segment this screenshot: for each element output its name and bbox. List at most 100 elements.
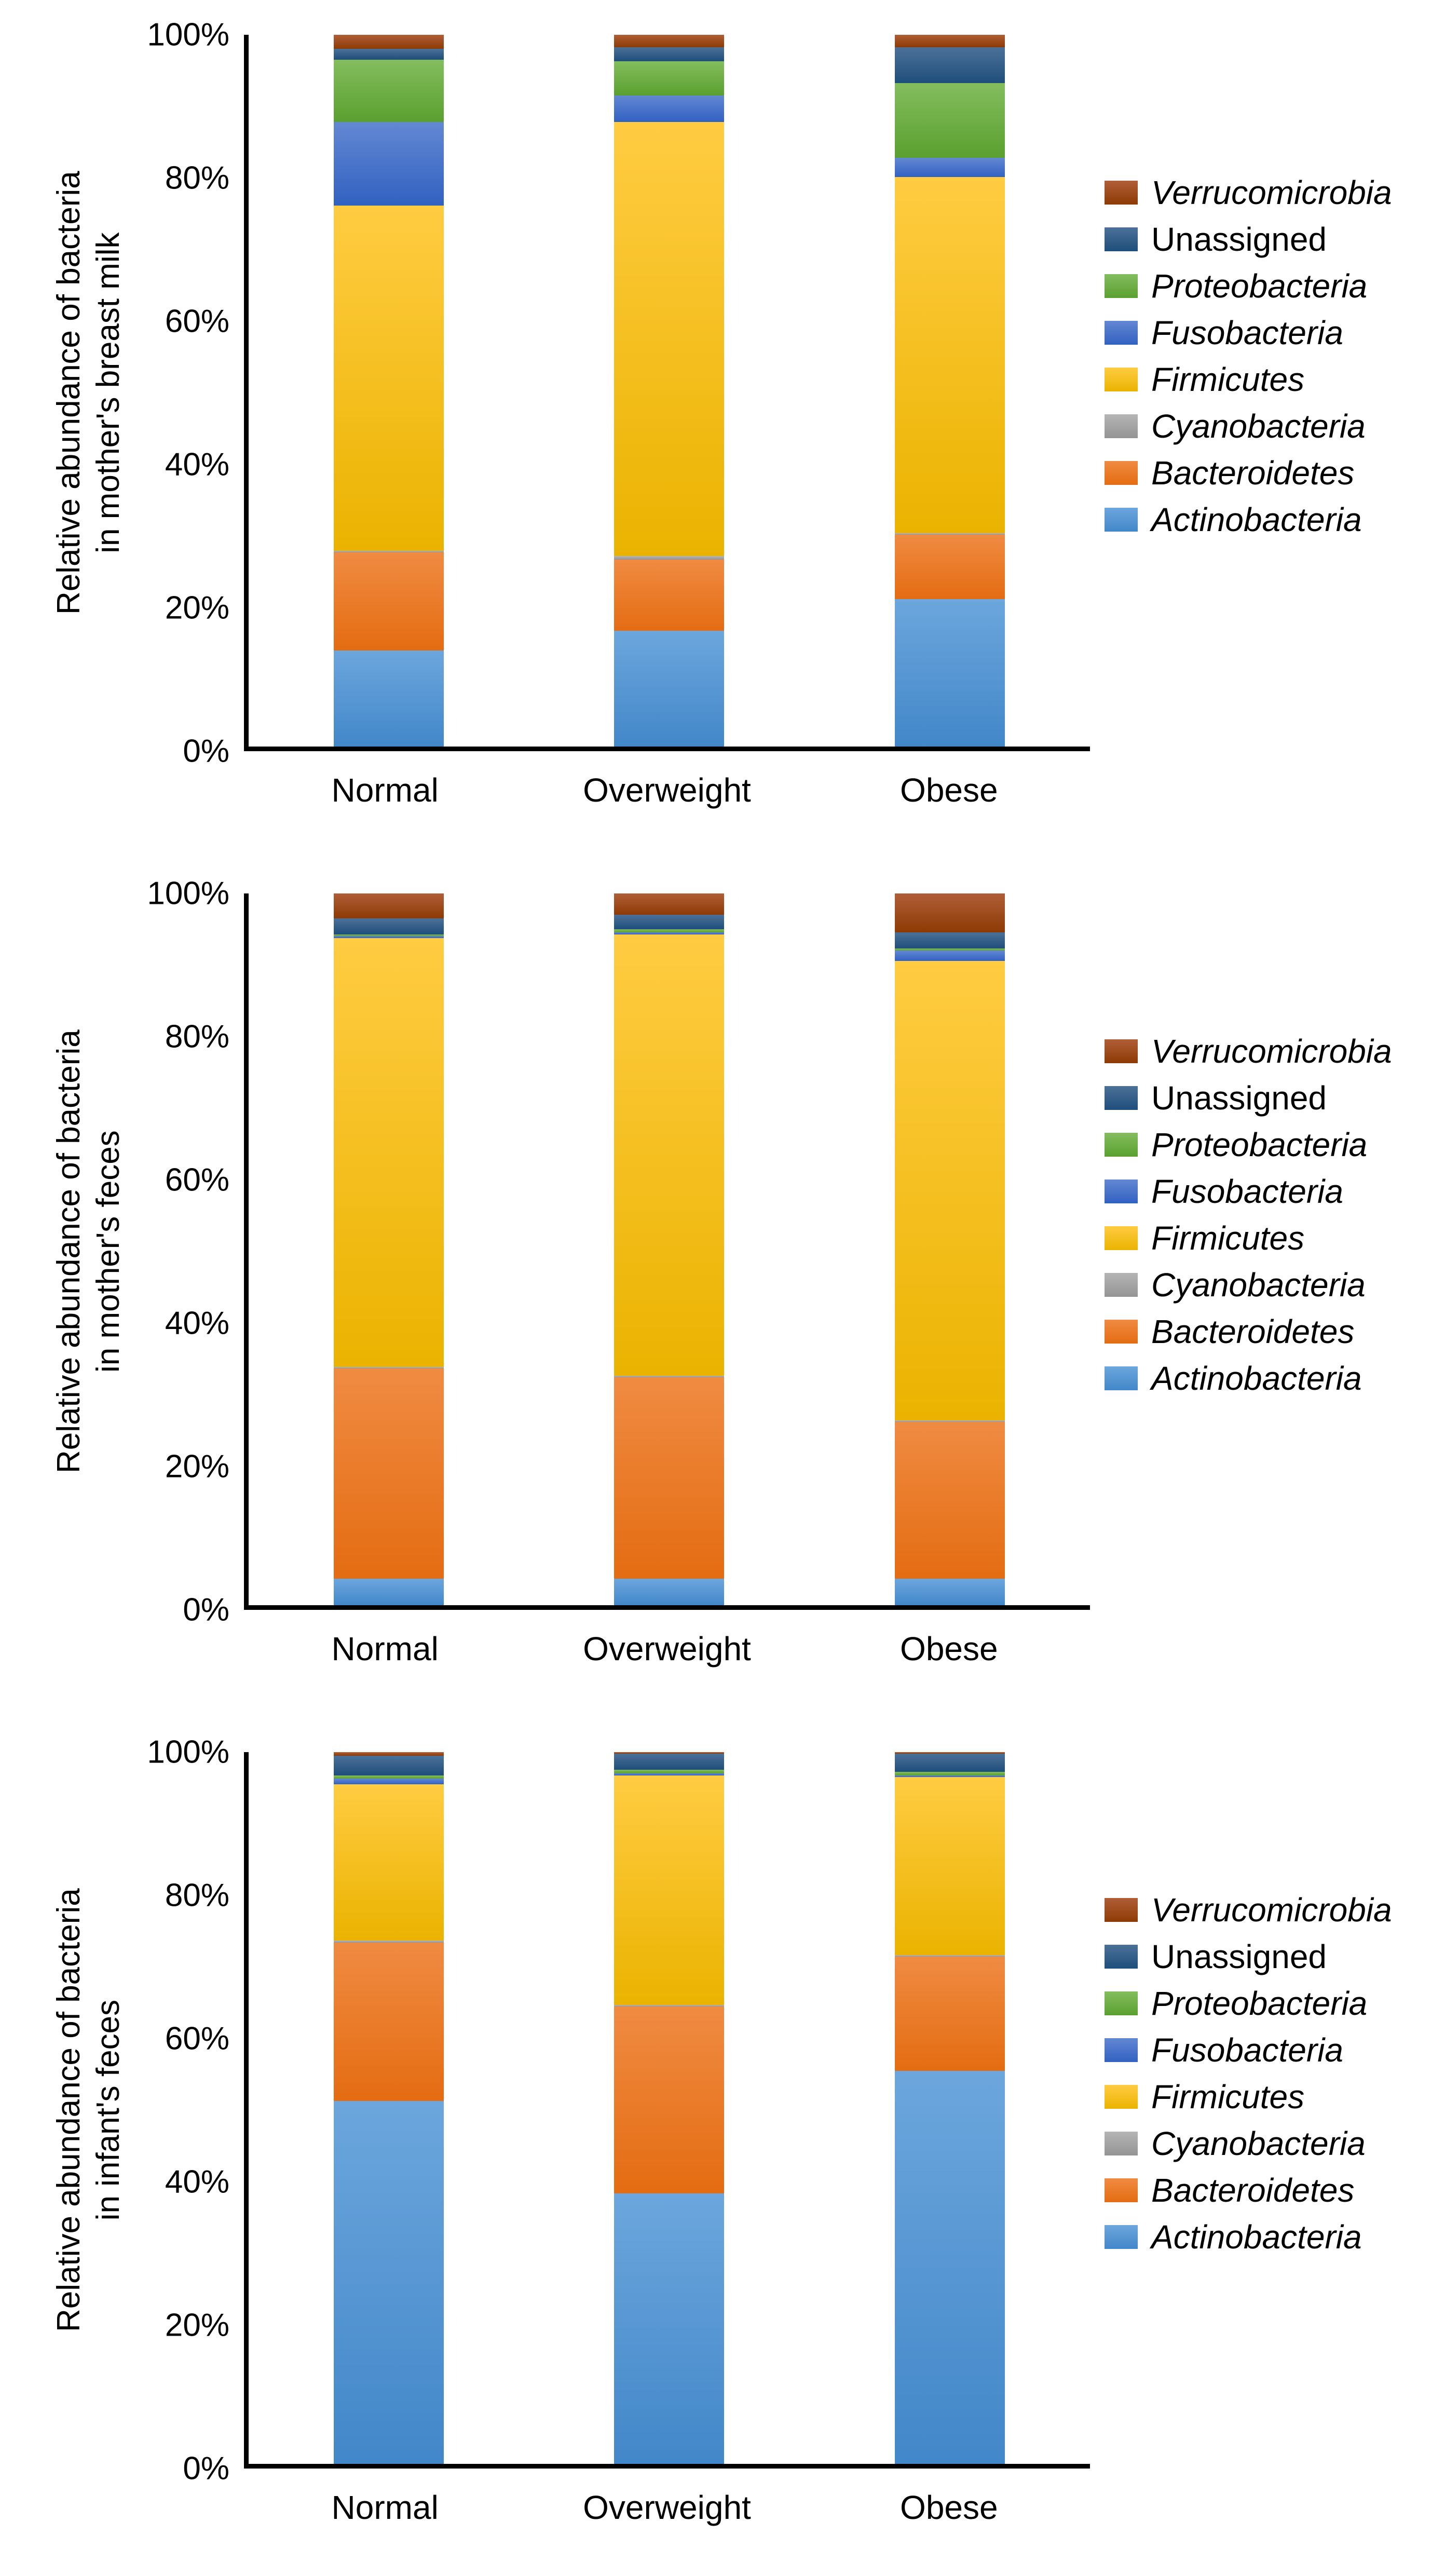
legend-item: Unassigned <box>1105 223 1431 256</box>
x-category-label: Overweight <box>583 771 751 809</box>
y-tick-label: 100% <box>147 875 229 912</box>
legend-swatch <box>1105 1179 1138 1203</box>
bar-segment-fusobacteria <box>334 122 444 206</box>
y-tick-label: 80% <box>165 1019 229 1055</box>
bar-segment-unassigned <box>894 1754 1005 1772</box>
bar-segment-verrucomicrobia <box>614 35 725 48</box>
stacked-bar-overweight <box>614 893 725 1605</box>
legend-item: Actinobacteria <box>1105 2220 1431 2254</box>
bar-segment-cyanobacteria <box>334 1366 444 1369</box>
stacked-bar-normal <box>334 893 444 1605</box>
y-tick-label: 40% <box>165 1305 229 1341</box>
legend-item: Proteobacteria <box>1105 1128 1431 1161</box>
legend-item: Cyanobacteria <box>1105 1268 1431 1301</box>
bar-segment-actinobacteria <box>614 631 725 747</box>
legend-item: Actinobacteria <box>1105 1362 1431 1395</box>
bar-segment-fusobacteria <box>894 1775 1005 1777</box>
legend-item: Verrucomicrobia <box>1105 1893 1431 1927</box>
bar-segment-cyanobacteria <box>894 1420 1005 1422</box>
y-axis-ticks: 0% 20% 40% 60% 80% 100% <box>122 17 244 769</box>
y-tick-label: 20% <box>165 1448 229 1485</box>
bar-segment-verrucomicrobia <box>614 1752 725 1754</box>
x-category-label: Overweight <box>583 1630 751 1667</box>
y-tick-label: 20% <box>165 2307 229 2343</box>
legend-label: Bacteroidetes <box>1151 454 1355 492</box>
bar-segment-bacteroidetes <box>894 1957 1005 2071</box>
legend-swatch <box>1105 1366 1138 1390</box>
y-tick-label: 40% <box>165 2164 229 2200</box>
bar-segment-verrucomicrobia <box>614 893 725 915</box>
legend-swatch <box>1105 1945 1138 1969</box>
bar-segment-fusobacteria <box>614 95 725 122</box>
legend-item: Cyanobacteria <box>1105 410 1431 443</box>
y-tick-label: 0% <box>183 733 229 769</box>
bar-segment-unassigned <box>614 915 725 929</box>
x-category-label: Normal <box>331 2489 439 2526</box>
bar-segment-firmicutes <box>614 121 725 557</box>
plot-area <box>244 35 1090 751</box>
legend-item: Firmicutes <box>1105 363 1431 396</box>
y-tick-label: 100% <box>147 17 229 53</box>
legend-swatch <box>1105 2132 1138 2155</box>
legend-swatch <box>1105 1898 1138 1922</box>
x-category-label: Normal <box>331 771 439 809</box>
bar-segment-unassigned <box>614 47 725 62</box>
bar-segment-proteobacteria <box>334 1775 444 1779</box>
y-axis-title: Relative abundance of bacteria in infant… <box>49 1889 127 2333</box>
legend-label: Verrucomicrobia <box>1151 1891 1392 1929</box>
legend-label: Unassigned <box>1151 1938 1327 1975</box>
chart-infants-feces: Relative abundance of bacteria in infant… <box>0 1717 1431 2576</box>
legend-item: Cyanobacteria <box>1105 2127 1431 2160</box>
legend-label: Unassigned <box>1151 221 1327 258</box>
bar-segment-fusobacteria <box>894 950 1005 961</box>
x-category-label: Overweight <box>583 2489 751 2526</box>
legend-label: Bacteroidetes <box>1151 2172 1355 2209</box>
bar-segment-proteobacteria <box>894 948 1005 951</box>
legend-label: Fusobacteria <box>1151 314 1343 351</box>
y-tick-label: 20% <box>165 590 229 626</box>
legend-item: Verrucomicrobia <box>1105 1035 1431 1068</box>
bar-segment-firmicutes <box>614 934 725 1376</box>
bar-segment-actinobacteria <box>334 1578 444 1605</box>
y-axis-title-line1: Relative abundance of bacteria <box>50 1888 87 2333</box>
y-tick-label: 60% <box>165 1162 229 1198</box>
legend-swatch <box>1105 1133 1138 1157</box>
legend-label: Proteobacteria <box>1151 267 1368 305</box>
stacked-bar-obese <box>894 1752 1005 2464</box>
bar-segment-firmicutes <box>334 938 444 1367</box>
legend-item: Firmicutes <box>1105 2080 1431 2113</box>
y-axis-title: Relative abundance of bacteria in mother… <box>49 171 127 615</box>
bar-segment-proteobacteria <box>894 1771 1005 1775</box>
bar-segment-cyanobacteria <box>614 1375 725 1378</box>
y-axis-title-line1: Relative abundance of bacteria <box>50 1029 87 1474</box>
stacked-bar-normal <box>334 1752 444 2464</box>
y-tick-label: 0% <box>183 1592 229 1628</box>
x-axis-labels: Normal Overweight Obese <box>244 751 1090 826</box>
legend-item: Unassigned <box>1105 1081 1431 1115</box>
bar-segment-proteobacteria <box>614 61 725 96</box>
bar-segment-bacteroidetes <box>334 552 444 650</box>
legend-item: Verrucomicrobia <box>1105 176 1431 209</box>
y-axis-ticks: 0% 20% 40% 60% 80% 100% <box>122 876 244 1628</box>
bar-segment-unassigned <box>614 1754 725 1770</box>
legend-swatch <box>1105 1273 1138 1297</box>
bar-segment-bacteroidetes <box>614 1377 725 1579</box>
bar-segment-bacteroidetes <box>894 1421 1005 1579</box>
chart-mothers-feces: Relative abundance of bacteria in mother… <box>0 859 1431 1717</box>
legend-item: Fusobacteria <box>1105 316 1431 349</box>
bar-segment-bacteroidetes <box>894 535 1005 599</box>
legend-label: Unassigned <box>1151 1079 1327 1117</box>
bar-segment-cyanobacteria <box>614 556 725 560</box>
legend-swatch <box>1105 1991 1138 2015</box>
legend-label: Cyanobacteria <box>1151 1266 1366 1304</box>
bar-segment-firmicutes <box>334 1784 444 1941</box>
legend-swatch <box>1105 1039 1138 1063</box>
legend-label: Cyanobacteria <box>1151 408 1366 445</box>
legend: Verrucomicrobia Unassigned Proteobacteria F… <box>1090 1893 1431 2267</box>
bar-segment-fusobacteria <box>894 157 1005 178</box>
bar-segment-proteobacteria <box>614 929 725 933</box>
bar-segment-firmicutes <box>614 1775 725 2005</box>
bar-segment-proteobacteria <box>894 83 1005 158</box>
y-axis-ticks: 0% 20% 40% 60% 80% 100% <box>122 1734 244 2487</box>
bar-segment-actinobacteria <box>894 599 1005 747</box>
